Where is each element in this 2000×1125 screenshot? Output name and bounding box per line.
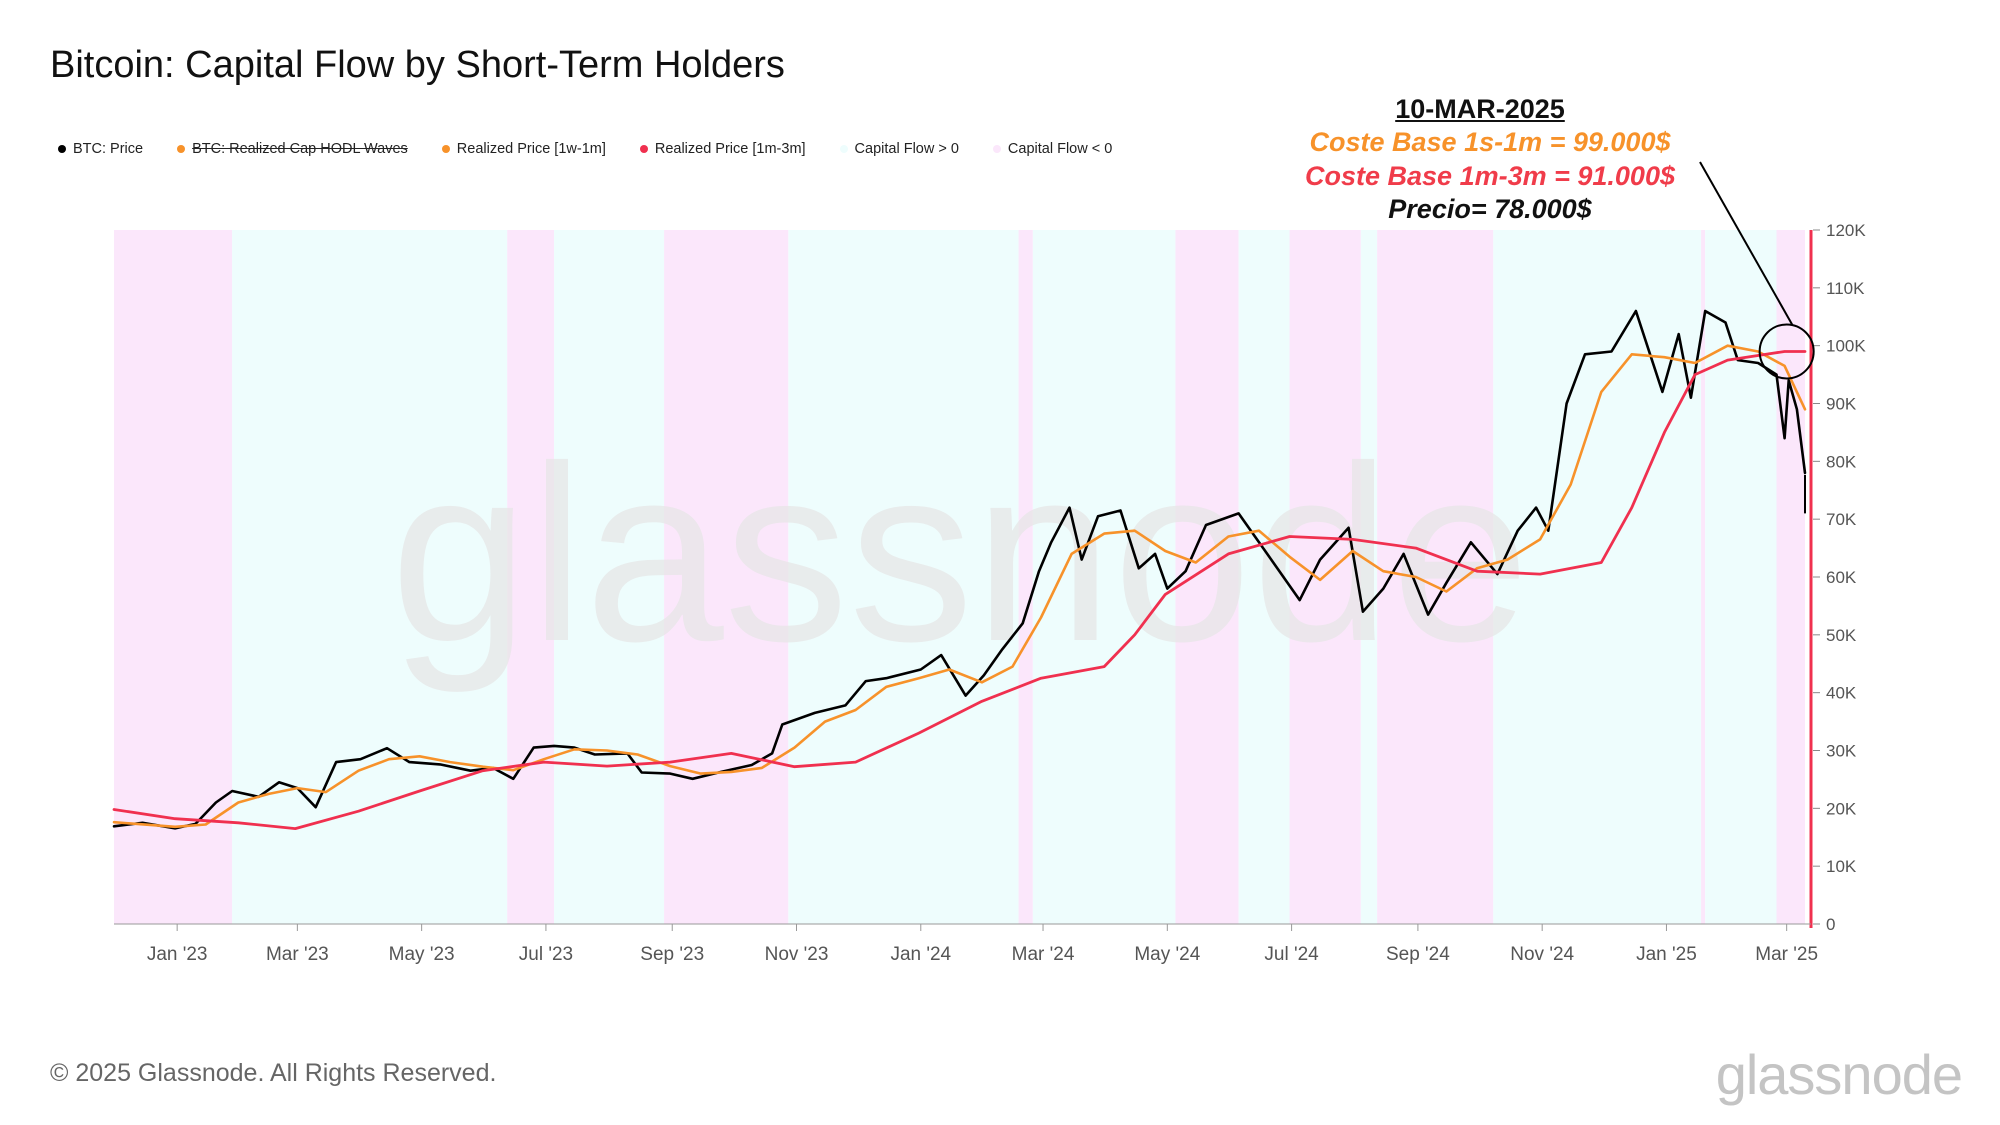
y-tick-label: 0 [1826,915,1835,934]
x-tick-label: Jan '25 [1636,944,1697,965]
copyright-footer: © 2025 Glassnode. All Rights Reserved. [50,1059,497,1087]
annotation-cost-basis-1m-3m: Coste Base 1m-3m = 91.000$ [1305,161,1675,191]
btc-price-line [112,309,1807,830]
capital-flow-region-negative [1175,230,1239,924]
legend-label: BTC: Price [73,141,144,157]
legend-item-capital-flow-positive[interactable]: Capital Flow > 0 [839,141,959,157]
legend-item-hodl-waves[interactable]: BTC: Realized Cap HODL Waves [177,141,408,157]
capital-flow-region-negative [1377,230,1494,924]
y-tick-label: 90K [1826,395,1857,414]
x-tick-label: Jul '24 [1264,944,1319,965]
x-tick-label: Nov '24 [1510,944,1574,965]
legend-item-realized-price-1m-3m[interactable]: Realized Price [1m-3m] [639,141,806,157]
legend-label: BTC: Realized Cap HODL Waves [192,141,408,157]
legend-label: Capital Flow > 0 [854,141,959,157]
capital-flow-region-positive [554,230,665,924]
x-tick-label: Sep '23 [640,944,704,965]
capital-flow-region-negative [1018,230,1033,924]
legend-swatch [177,145,186,153]
capital-flow-region-negative [664,230,789,924]
realized-price-1w-1m-line [112,344,1807,829]
y-tick-label: 10K [1826,857,1857,876]
legend-swatch [639,145,648,153]
axes: 0 10K 20K 30K 40K 50K 60K 70K 80K 90K 100K 110K 120K… [114,221,1866,965]
capital-flow-regions [114,230,1805,924]
capital-flow-region-positive [1238,230,1290,924]
legend-swatch [441,145,450,153]
capital-flow-region-negative [114,230,233,924]
brand-logo: glassnode [1715,1043,1963,1106]
legend-swatch [992,145,1001,153]
realized-price-1m-3m-line [112,350,1807,830]
chart-title: Bitcoin: Capital Flow by Short-Term Hold… [50,44,785,86]
capital-flow-region-positive [1493,230,1702,924]
y-tick-label: 100K [1826,337,1866,356]
y-tick-label: 20K [1826,799,1857,818]
y-tick-label: 30K [1826,742,1857,761]
annotation-date: 10-MAR-2025 [1395,94,1565,124]
capital-flow-region-positive [1360,230,1378,924]
legend-label: Capital Flow < 0 [1007,141,1113,157]
y-tick-label: 40K [1826,684,1857,703]
x-tick-label: Jan '24 [890,944,951,965]
watermark: glassnode [390,414,1530,693]
series-lines [112,309,1807,830]
annotation-cost-basis-1w-1m: Coste Base 1s-1m = 99.000$ [1309,127,1671,157]
x-tick-label: Mar '25 [1755,944,1818,965]
y-tick-label: 70K [1826,510,1857,529]
annotation-pointer [1699,161,1794,326]
x-tick-label: Jan '23 [147,944,208,965]
capital-flow-region-positive [788,230,1019,924]
legend-item-realized-price-1w-1m[interactable]: Realized Price [1w-1m] [441,141,606,157]
legend-label: Realized Price [1w-1m] [456,141,606,157]
y-tick-label: 110K [1826,279,1865,298]
capital-flow-region-negative [1776,230,1805,924]
annotation-marks [1699,161,1815,514]
capital-flow-region-positive [1032,230,1176,924]
legend-swatch [839,145,848,153]
y-tick-label: 80K [1826,452,1857,471]
y-tick-label: 60K [1826,568,1857,587]
y-tick-label: 120K [1826,221,1866,240]
legend: BTC: Price BTC: Realized Cap HODL Waves … [58,141,1146,157]
annotation-price: Precio= 78.000$ [1388,194,1592,224]
x-tick-label: Mar '24 [1012,944,1075,965]
x-tick-label: Jul '23 [519,944,573,965]
capital-flow-region-negative [1701,230,1706,924]
x-tick-label: Nov '23 [765,944,829,965]
y-tick-label: 50K [1826,626,1857,645]
legend-item-capital-flow-negative[interactable]: Capital Flow < 0 [992,141,1113,157]
x-tick-label: May '24 [1134,944,1200,965]
capital-flow-region-negative [507,230,555,924]
legend-label: Realized Price [1m-3m] [654,141,806,157]
capital-flow-region-positive [1705,230,1777,924]
x-tick-label: Sep '24 [1386,944,1450,965]
legend-item-btc-price[interactable]: BTC: Price [58,141,143,157]
x-tick-label: Mar '23 [266,944,329,965]
x-tick-label: May '23 [389,944,455,965]
legend-swatch [58,145,66,153]
annotation-circle [1758,323,1815,380]
